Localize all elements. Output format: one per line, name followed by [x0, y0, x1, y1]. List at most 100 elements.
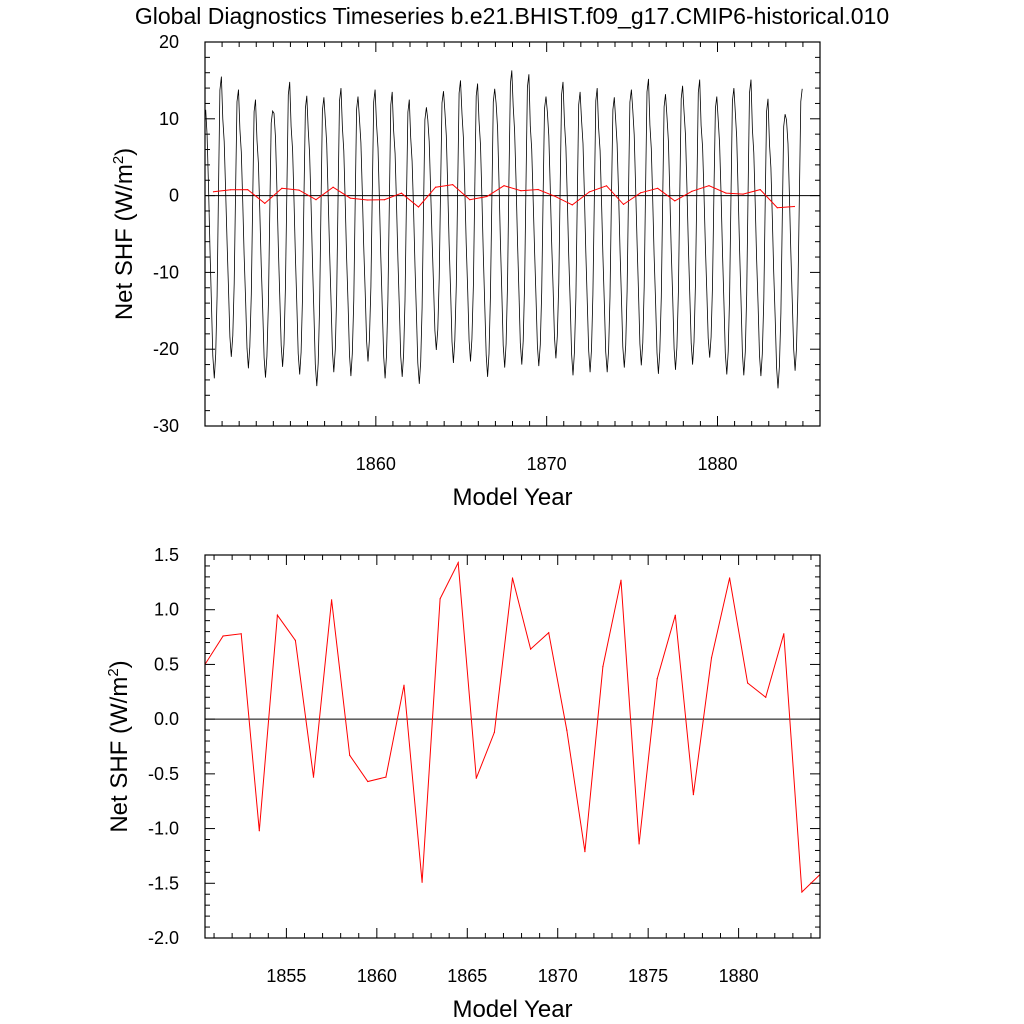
annual-mean-point: [656, 678, 658, 680]
annual-mean-point: [511, 577, 514, 579]
x-tick-label: 1880: [719, 966, 759, 986]
y-tick-label: -20: [153, 339, 179, 359]
annual-mean-point: [691, 190, 693, 192]
y-tick-label: 20: [159, 32, 179, 52]
bottom-panel: 1.5 1.0 0.5 0.0 -0.5 -1.0 -1.5 -2.0 1855 1860 1865…: [105, 545, 821, 1023]
annual-mean-point: [452, 184, 454, 186]
monthly-series-line: [205, 70, 803, 389]
annual-mean-point: [692, 794, 695, 796]
annual-mean-point: [230, 189, 232, 191]
annual-mean-point: [776, 207, 778, 209]
annual-mean-point: [605, 185, 608, 187]
annual-mean-point: [584, 851, 586, 853]
annual-mean-point: [212, 191, 215, 193]
y-axis-title: Net SHF (W/m2): [110, 148, 138, 320]
figure-title: Global Diagnostics Timeseries b.e21.BHIS…: [135, 3, 889, 29]
annual-mean-point: [674, 614, 676, 616]
plot-frame: [204, 554, 821, 939]
annual-mean-point: [588, 191, 591, 193]
y-tick-label: 1.5: [154, 545, 179, 565]
annual-mean-point: [742, 193, 744, 195]
annual-mean-point: [383, 199, 385, 201]
y-axis-title-superscript: 2: [110, 156, 127, 164]
annual-mean-point: [674, 200, 676, 202]
annual-mean-point: [783, 633, 785, 635]
annual-mean-point: [640, 192, 642, 194]
annual-mean-point: [349, 197, 351, 199]
y-tick-label: 1.0: [154, 600, 179, 620]
x-tick-label: 1870: [527, 454, 567, 474]
annual-mean-point: [435, 186, 437, 188]
annual-mean-point: [801, 891, 803, 893]
annual-mean-point: [520, 190, 522, 192]
plot-frame: [204, 41, 821, 427]
annual-mean-point: [312, 776, 315, 778]
y-tick-label: -30: [153, 416, 179, 436]
x-axis-title: Model Year: [452, 996, 572, 1023]
annual-mean-point: [457, 562, 459, 564]
annual-mean-point: [281, 187, 283, 189]
x-tick-label: 1860: [356, 454, 396, 474]
annual-mean-point: [294, 639, 296, 642]
annual-mean-point: [222, 635, 224, 637]
y-axis-title: Net SHF (W/m2): [105, 660, 133, 832]
annual-mean-point: [315, 199, 317, 201]
annual-mean-point: [622, 203, 625, 205]
annual-mean-point: [475, 777, 477, 779]
y-tick-label: -2.0: [148, 928, 179, 948]
annual-mean-point: [385, 776, 387, 778]
y-tick-label: 0.0: [154, 709, 179, 729]
top-panel: 20 10 0 -10 -20 -30 1860 1870 1880 Model Year Net …: [110, 32, 821, 511]
annual-mean-point: [493, 731, 495, 733]
annual-mean-point: [417, 206, 420, 208]
annual-mean-point: [602, 666, 604, 668]
annual-mean-point: [400, 192, 403, 194]
annual-mean-point: [571, 204, 573, 206]
annual-mean-point: [530, 648, 532, 650]
y-axis-title-main: Net SHF (W/m: [106, 677, 133, 833]
x-tick-label: 1870: [538, 966, 578, 986]
y-axis-title-suffix: ): [106, 660, 133, 668]
y-axis-title-suffix: ): [111, 148, 138, 156]
annual-mean-point: [403, 684, 405, 686]
annual-mean-point: [247, 189, 249, 191]
annual-mean-point: [708, 185, 710, 187]
annual-mean-point: [638, 843, 640, 845]
annual-mean-point: [332, 186, 334, 188]
annual-mean-point: [657, 187, 659, 189]
annual-mean-point: [729, 577, 731, 579]
plot-area: [205, 560, 820, 894]
annual-mean-point: [439, 598, 441, 600]
x-tick-label: 1880: [697, 454, 737, 474]
annual-mean-point: [710, 657, 713, 659]
y-tick-label: 0.5: [154, 654, 179, 674]
annual-mean-point: [503, 185, 505, 187]
y-tick-label: -1.5: [148, 873, 179, 893]
annual-mean-point: [537, 188, 539, 191]
annual-mean-point: [725, 192, 727, 194]
annual-mean-point: [747, 682, 749, 684]
y-tick-label: 0: [169, 186, 179, 206]
annual-mean-point: [366, 199, 368, 201]
annual-mean-point: [276, 614, 278, 616]
y-tick-label: -10: [153, 262, 179, 282]
x-tick-label: 1855: [266, 966, 306, 986]
annual-mean-point: [240, 633, 242, 635]
annual-mean-point: [264, 202, 266, 204]
y-tick-label: 10: [159, 109, 179, 129]
x-axis-title: Model Year: [452, 484, 572, 511]
annual-mean-point: [486, 195, 488, 198]
annual-mean-point: [331, 599, 333, 601]
y-axis-title-superscript: 2: [105, 668, 122, 676]
x-tick-label: 1865: [447, 966, 487, 986]
plot-area: [205, 70, 803, 389]
annual-mean-point: [554, 195, 556, 197]
annual-mean-point: [759, 189, 761, 191]
annual-mean-point: [349, 754, 351, 756]
x-tick-label: 1860: [357, 966, 397, 986]
annual-mean-point: [421, 881, 423, 883]
y-tick-label: -1.0: [148, 819, 179, 839]
annual-mean-point: [298, 189, 300, 191]
annual-mean-point: [548, 632, 550, 634]
